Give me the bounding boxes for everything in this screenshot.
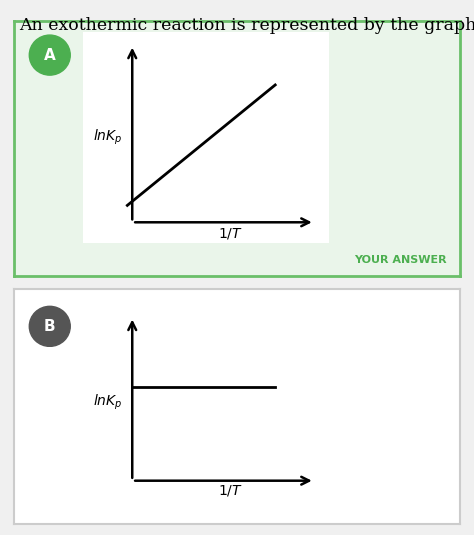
Text: $\mathit{ln}K_p$: $\mathit{ln}K_p$ [93,393,122,412]
Circle shape [29,35,70,75]
Text: A: A [44,48,55,63]
Text: $\mathit{1/T}$: $\mathit{1/T}$ [219,226,243,241]
Text: YOUR ANSWER: YOUR ANSWER [354,255,447,265]
Text: $\mathit{1/T}$: $\mathit{1/T}$ [219,483,243,498]
Text: An exothermic reaction is represented by the graph:: An exothermic reaction is represented by… [19,17,474,34]
Text: B: B [44,319,55,334]
Text: $\mathit{ln}K_p$: $\mathit{ln}K_p$ [93,128,122,148]
Circle shape [29,307,70,346]
